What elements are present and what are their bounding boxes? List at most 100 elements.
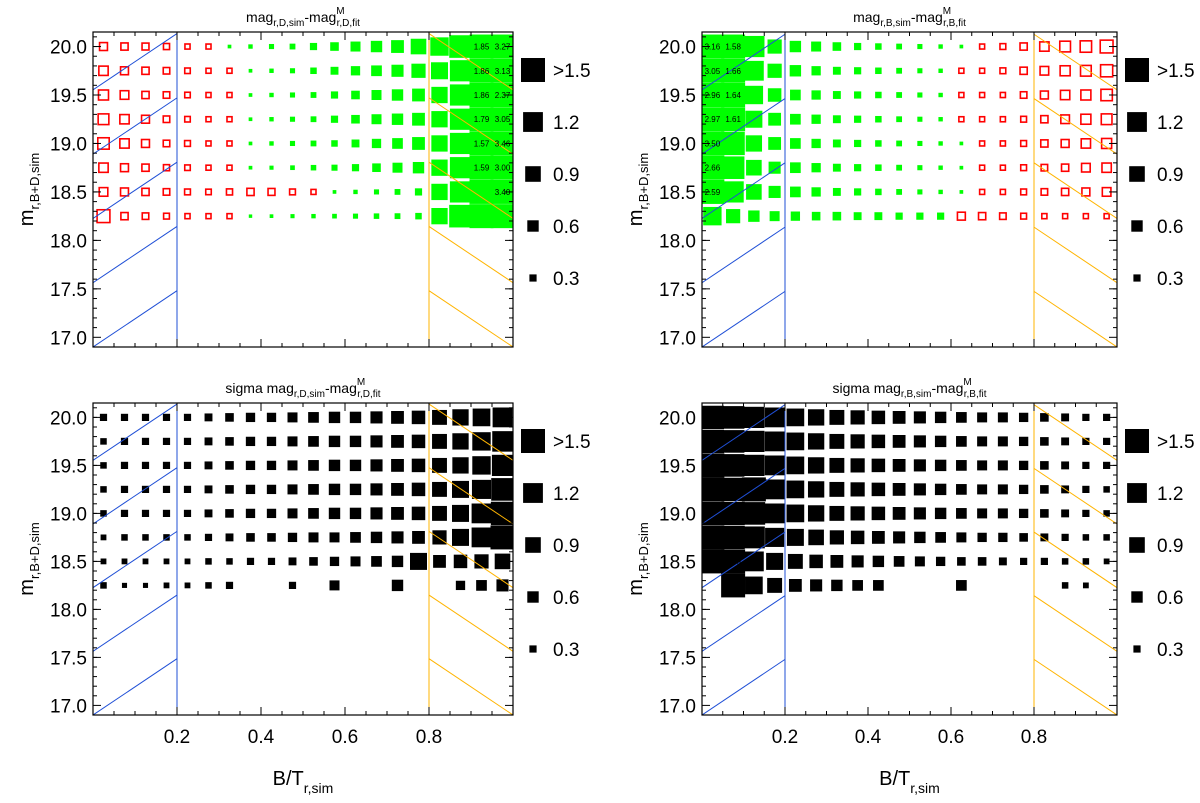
marker bbox=[959, 141, 964, 146]
marker bbox=[248, 44, 253, 49]
marker bbox=[205, 140, 212, 147]
marker bbox=[1061, 437, 1070, 446]
marker bbox=[829, 481, 845, 497]
legend-marker bbox=[523, 483, 543, 503]
marker bbox=[266, 508, 277, 519]
marker bbox=[308, 460, 319, 471]
marker bbox=[267, 533, 276, 542]
hatch-line bbox=[702, 341, 785, 397]
marker bbox=[331, 140, 338, 147]
size-legend: >1.5 1.2 0.9 0.6 0.3 bbox=[521, 429, 591, 661]
marker bbox=[329, 532, 340, 543]
marker bbox=[430, 37, 449, 56]
marker bbox=[937, 212, 945, 220]
marker bbox=[267, 187, 276, 197]
marker bbox=[871, 506, 886, 521]
marker bbox=[788, 579, 802, 592]
marker bbox=[205, 558, 212, 565]
marker bbox=[492, 431, 513, 452]
marker bbox=[432, 409, 447, 425]
marker bbox=[331, 164, 338, 171]
marker bbox=[1039, 65, 1050, 76]
marker bbox=[269, 165, 274, 170]
marker bbox=[469, 34, 494, 59]
marker bbox=[702, 155, 725, 180]
marker bbox=[1059, 64, 1071, 77]
x-axis-label: B/Tr,sim bbox=[273, 768, 334, 796]
marker bbox=[721, 131, 745, 156]
hatch-line bbox=[93, 0, 177, 26]
marker bbox=[120, 437, 129, 445]
marker bbox=[997, 436, 1008, 447]
legend-marker bbox=[523, 112, 543, 132]
marker bbox=[999, 42, 1007, 51]
data-label: 1.52 bbox=[705, 485, 721, 494]
hatch-line bbox=[428, 403, 513, 461]
hatch-line bbox=[429, 0, 513, 26]
y-tick-label: 17.0 bbox=[659, 696, 696, 717]
data-label: 2.97 bbox=[705, 115, 721, 124]
marker bbox=[959, 44, 964, 49]
marker bbox=[490, 58, 513, 83]
data-label: 1.57 bbox=[474, 139, 490, 148]
hatch-line bbox=[702, 787, 785, 803]
marker bbox=[140, 138, 151, 149]
marker bbox=[432, 433, 447, 449]
hatch-line bbox=[1033, 658, 1117, 715]
hatch-line bbox=[428, 658, 513, 715]
hatch-line bbox=[428, 33, 513, 91]
marker bbox=[896, 189, 903, 195]
marker bbox=[811, 187, 821, 197]
marker bbox=[1082, 413, 1090, 421]
marker bbox=[492, 407, 513, 428]
marker bbox=[998, 532, 1008, 543]
marker bbox=[956, 412, 967, 423]
data-label: 2.37 bbox=[495, 91, 511, 100]
marker bbox=[997, 412, 1008, 423]
y-tick-label: 19.0 bbox=[659, 134, 696, 155]
panel-top-left: 1.85 3.27 1.86 3.13 1.86 2.37 1.79 3.05 1.57 3.46… bbox=[16, 0, 591, 349]
marker bbox=[141, 461, 150, 469]
marker bbox=[142, 582, 149, 588]
marker bbox=[938, 141, 943, 146]
data-label: 3.16 bbox=[705, 43, 721, 52]
marker bbox=[330, 115, 339, 123]
y-axis-label: mr,B+D,sim bbox=[16, 153, 42, 226]
marker bbox=[1061, 212, 1069, 220]
marker bbox=[290, 214, 295, 219]
marker bbox=[997, 484, 1008, 495]
marker bbox=[121, 534, 128, 541]
marker bbox=[1103, 510, 1110, 517]
marker bbox=[892, 483, 906, 496]
marker bbox=[786, 408, 805, 427]
marker bbox=[745, 576, 763, 595]
marker bbox=[350, 41, 361, 52]
marker bbox=[226, 558, 233, 565]
marker bbox=[370, 483, 383, 496]
marker bbox=[162, 115, 171, 124]
chart-title: sigma magr,D,sim-magM r,D,fit bbox=[225, 377, 380, 400]
marker bbox=[1103, 486, 1110, 493]
marker bbox=[807, 457, 825, 474]
data-label: 3.40 bbox=[495, 188, 511, 197]
hatch-line bbox=[93, 786, 177, 803]
marker bbox=[412, 531, 425, 544]
plot-area: 1.56 1.52 1.52 1.60 1.59 1.98 bbox=[702, 341, 1117, 803]
marker bbox=[310, 116, 317, 123]
hatch-line bbox=[428, 97, 513, 155]
marker bbox=[287, 460, 298, 471]
marker bbox=[999, 140, 1007, 147]
marker bbox=[811, 66, 821, 76]
marker bbox=[743, 406, 765, 428]
marker bbox=[854, 139, 862, 148]
marker bbox=[977, 436, 988, 447]
marker bbox=[1018, 460, 1029, 471]
hatch-line bbox=[702, 0, 785, 26]
legend-marker bbox=[1125, 58, 1149, 82]
marker bbox=[1080, 89, 1092, 101]
hatch-line bbox=[429, 786, 513, 803]
marker bbox=[469, 131, 494, 156]
y-tick-label: 18.0 bbox=[659, 600, 696, 621]
marker bbox=[999, 188, 1007, 196]
marker bbox=[100, 582, 107, 589]
